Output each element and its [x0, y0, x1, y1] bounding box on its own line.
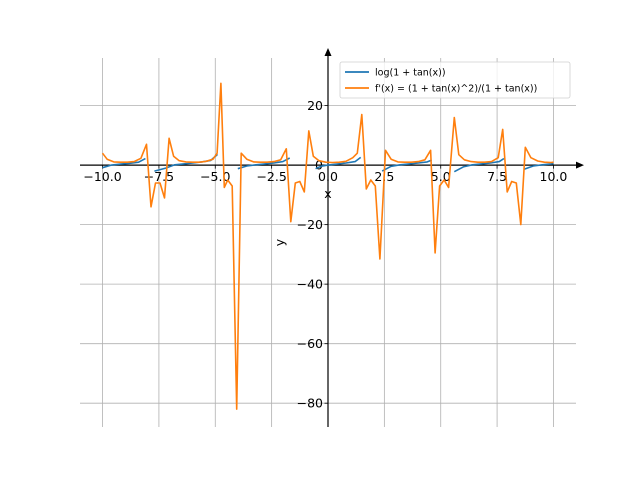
x-tick-label-4: 0.0 — [318, 169, 338, 184]
x-tick-label-0: −10.0 — [83, 169, 121, 184]
series-log-segment-0 — [102, 157, 146, 169]
y-axis-arrow — [324, 48, 332, 56]
x-axis-arrow — [576, 161, 584, 169]
y-tick-label-5: 20 — [307, 98, 323, 113]
ticks: −10.0 −7.5 −5.0 −2.5 0.0 2.5 5.0 7.5 10.0−80−60−… — [83, 98, 567, 411]
x-tick-label-7: 7.5 — [487, 169, 507, 184]
y-tick-label-1: −60 — [297, 336, 323, 351]
legend-entry-log: log(1 + tan(x)) — [375, 68, 446, 79]
y-tick-label-3: −20 — [297, 217, 323, 232]
series-log-segment-2 — [237, 157, 291, 170]
axes — [80, 48, 584, 427]
y-tick-label-0: −80 — [297, 396, 323, 411]
series — [101, 82, 554, 410]
series-log-segment-3 — [315, 156, 362, 170]
series-derivative-line — [101, 82, 554, 410]
x-tick-label-6: 5.0 — [431, 169, 451, 184]
legend: log(1 + tan(x)) f'(x) = (1 + tan(x)^2)/(… — [339, 61, 571, 99]
y-tick-label-4: 0 — [315, 158, 323, 173]
legend-entry-derivative: f'(x) = (1 + tan(x)^2)/(1 + tan(x)) — [375, 84, 537, 95]
legend-box — [339, 61, 571, 99]
series-log-segment-6 — [523, 162, 554, 171]
x-tick-label-8: 10.0 — [540, 169, 568, 184]
series-log-segment-5 — [453, 157, 505, 173]
x-tick-label-3: −2.5 — [256, 169, 286, 184]
series-log-segment-4 — [381, 159, 432, 172]
y-tick-label-2: −40 — [297, 277, 323, 292]
x-tick-label-2: −5.0 — [200, 169, 230, 184]
x-axis-label: x — [324, 186, 331, 201]
y-axis-label: y — [272, 238, 287, 246]
